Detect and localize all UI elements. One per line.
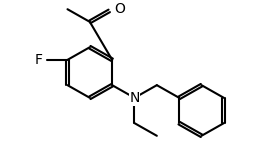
Text: O: O [114, 2, 125, 16]
Text: N: N [129, 91, 140, 105]
Text: F: F [34, 53, 42, 67]
